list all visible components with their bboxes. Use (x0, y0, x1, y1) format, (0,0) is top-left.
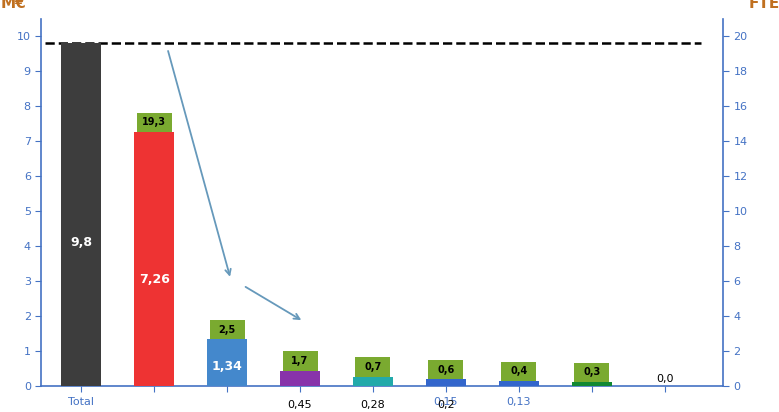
Text: 0,2: 0,2 (437, 400, 455, 410)
Bar (210, 320, 245, 339)
Bar (280, 370, 320, 386)
Text: 0,4: 0,4 (510, 366, 527, 377)
Bar (62, 43, 101, 386)
Bar (428, 360, 464, 379)
Bar (426, 379, 466, 386)
Text: 1,7: 1,7 (291, 356, 308, 366)
Text: 0,28: 0,28 (361, 400, 386, 410)
Bar (283, 351, 318, 370)
Bar (574, 363, 609, 382)
Text: 1,34: 1,34 (212, 360, 242, 373)
Bar (502, 362, 536, 381)
Bar (207, 339, 247, 386)
Y-axis label: M€: M€ (1, 0, 26, 11)
Bar (353, 377, 393, 386)
Y-axis label: FTE: FTE (749, 0, 779, 11)
Text: 0,7: 0,7 (365, 362, 382, 372)
Text: 0,6: 0,6 (437, 365, 454, 375)
Bar (137, 113, 171, 132)
Bar (572, 382, 612, 386)
Text: 9,8: 9,8 (70, 236, 92, 249)
Text: 19,3: 19,3 (143, 117, 166, 127)
Bar (355, 357, 390, 377)
Bar (499, 381, 539, 386)
Bar (134, 132, 174, 386)
Text: 7,26: 7,26 (139, 273, 170, 286)
Text: 0,0: 0,0 (656, 374, 673, 384)
Text: 0,45: 0,45 (287, 400, 312, 410)
Text: 0,3: 0,3 (583, 367, 601, 377)
Text: 2,5: 2,5 (219, 325, 236, 335)
